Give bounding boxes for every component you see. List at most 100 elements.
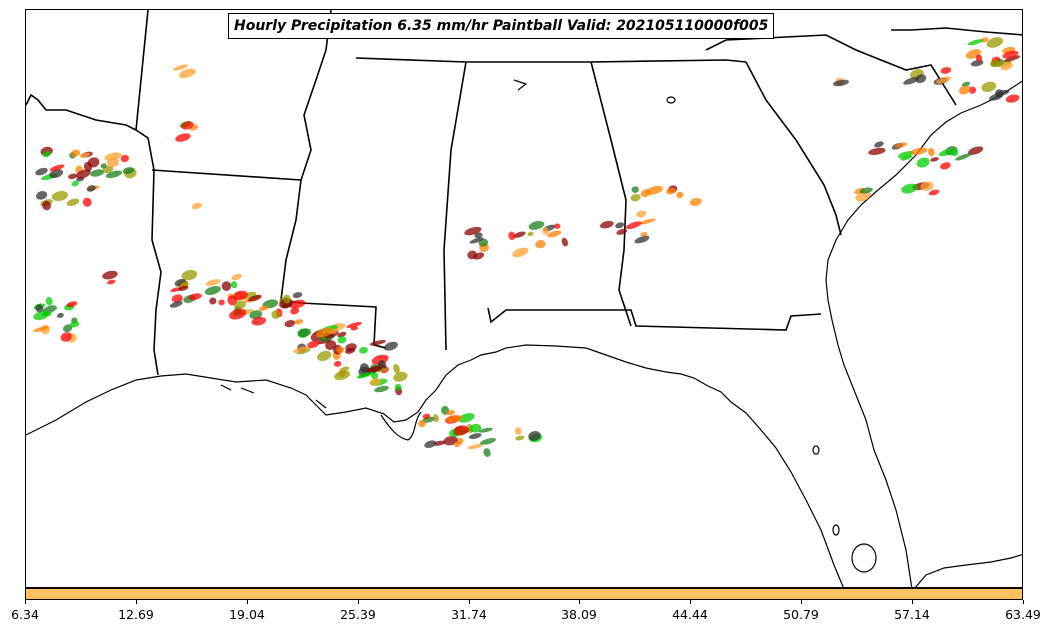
precip-paintball-blob — [394, 383, 402, 391]
precip-paintball-blob — [271, 310, 280, 319]
precip-paintball-blob — [483, 448, 491, 457]
precip-paintball-blob — [903, 77, 919, 85]
precip-paintball-blob — [69, 321, 80, 328]
precip-paintball-blob — [33, 311, 49, 321]
precip-paintball-blob — [961, 81, 971, 87]
precip-paintball-blob — [66, 198, 80, 207]
precip-paintball-blob — [102, 270, 118, 280]
precip-paintball-blob — [508, 231, 516, 241]
precip-paintball-blob — [234, 300, 247, 310]
precip-paintball-blob — [424, 440, 437, 449]
colorbar-tick — [912, 600, 913, 604]
precip-paintball-blob — [894, 142, 908, 148]
precip-paintball-blob — [900, 155, 913, 161]
precip-paintball-blob — [528, 431, 541, 441]
precipitation-paintball-layer — [33, 37, 1021, 457]
precip-paintball-blob — [181, 121, 194, 130]
precip-paintball-blob — [631, 186, 639, 193]
precip-paintball-blob — [458, 413, 475, 423]
colorbar-tick-label: 44.44 — [672, 607, 708, 622]
precip-paintball-blob — [290, 307, 300, 315]
precip-paintball-blob — [940, 162, 951, 170]
precip-paintball-blob — [293, 346, 311, 354]
precip-paintball-blob — [345, 343, 357, 352]
precip-paintball-blob — [665, 187, 677, 195]
precip-paintball-blob — [418, 419, 426, 428]
precip-paintball-blob — [645, 185, 664, 195]
precip-paintball-blob — [868, 147, 886, 155]
precip-paintball-blob — [337, 331, 347, 338]
precip-paintball-blob — [927, 147, 935, 157]
precip-paintball-blob — [515, 435, 525, 441]
precip-paintball-blob — [528, 220, 545, 230]
colorbar-tick — [801, 600, 802, 604]
precip-paintball-blob — [980, 37, 989, 43]
precip-paintball-blob — [122, 167, 135, 175]
colorbar-tick-label: 63.49 — [1005, 607, 1041, 622]
precip-paintball-blob — [227, 295, 238, 306]
colorbar-tick-label: 50.79 — [783, 607, 819, 622]
precip-paintball-blob — [42, 200, 52, 211]
colorbar-tick-label: 25.39 — [340, 607, 376, 622]
colorbar-tick-label: 57.14 — [894, 607, 930, 622]
precip-paintball-blob — [443, 436, 458, 446]
precip-paintball-blob — [478, 427, 493, 433]
precip-paintball-blob — [56, 312, 64, 318]
precip-paintball-blob — [178, 285, 189, 292]
precip-paintball-blob — [178, 68, 196, 79]
precip-paintball-blob — [68, 173, 78, 180]
precip-paintball-blob — [636, 210, 647, 218]
precip-paintball-blob — [535, 240, 546, 249]
precip-paintball-blob — [334, 370, 351, 381]
precip-paintball-blob — [955, 153, 972, 161]
precip-paintball-blob — [975, 54, 983, 62]
precip-paintball-blob — [445, 410, 455, 416]
colorbar-tick-label: 38.09 — [561, 607, 597, 622]
precip-paintball-blob — [35, 304, 44, 313]
precip-paintball-blob — [45, 296, 53, 306]
precip-paintball-blob — [968, 86, 977, 94]
precip-paintball-blob — [930, 157, 939, 162]
precip-paintball-blob — [938, 149, 952, 157]
precip-paintball-blob — [901, 183, 918, 194]
precip-paintball-blob — [920, 181, 934, 191]
precip-paintball-blob — [469, 237, 484, 244]
precip-paintball-blob — [248, 294, 262, 302]
precip-paintball-blob — [940, 67, 952, 74]
colorbar-tick — [690, 600, 691, 604]
precip-paintball-blob — [444, 415, 463, 423]
precip-paintball-blob — [307, 340, 320, 349]
colorbar — [25, 588, 1023, 600]
precip-paintball-blob — [258, 305, 269, 311]
precip-paintball-blob — [233, 290, 248, 301]
precip-paintball-blob — [967, 39, 984, 46]
precip-paintball-blob — [676, 191, 684, 199]
precip-paintball-blob — [79, 152, 90, 158]
precip-paintball-blob — [229, 308, 247, 320]
precip-paintball-blob — [71, 180, 79, 187]
precip-paintball-blob — [171, 294, 183, 303]
precip-paintball-blob — [512, 247, 529, 258]
precip-paintball-blob — [333, 361, 342, 367]
colorbar-tick — [358, 600, 359, 604]
precip-paintball-blob — [554, 223, 561, 229]
precip-paintball-blob — [169, 301, 183, 308]
precip-paintball-blob — [337, 336, 347, 344]
precip-paintball-blob — [35, 167, 48, 176]
precip-paintball-blob — [981, 81, 997, 93]
precip-paintball-blob — [284, 319, 296, 328]
map-panel — [25, 9, 1023, 588]
precip-paintball-blob — [479, 438, 497, 445]
precip-paintball-blob — [317, 350, 332, 362]
colorbar-tick — [136, 600, 137, 604]
precip-paintball-blob — [42, 305, 57, 314]
precip-paintball-blob — [66, 301, 78, 308]
precip-paintball-blob — [474, 232, 483, 239]
precip-paintball-blob — [75, 169, 91, 179]
precip-paintball-blob — [339, 366, 350, 372]
precip-paintball-blob — [855, 191, 871, 202]
precip-paintball-blob — [561, 237, 568, 247]
precip-paintball-blob — [49, 164, 65, 172]
precip-paintball-blob — [928, 189, 940, 196]
precip-paintball-blob — [60, 332, 72, 342]
